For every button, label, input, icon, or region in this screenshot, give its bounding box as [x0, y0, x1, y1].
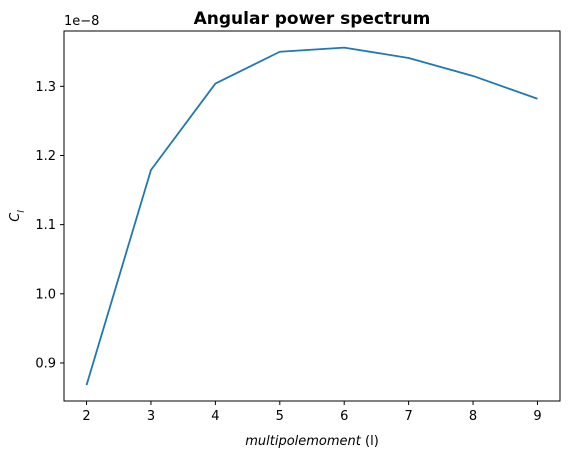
y-axis-label-subscript: l	[17, 210, 27, 213]
x-tick-label: 8	[469, 409, 477, 424]
x-tick-label: 9	[533, 409, 541, 424]
chart-title: Angular power spectrum	[194, 9, 431, 29]
x-tick-label: 4	[211, 409, 219, 424]
y-tick-label: 1.3	[35, 80, 56, 95]
y-tick-label: 1.1	[35, 218, 56, 233]
plot-area	[85, 46, 538, 386]
y-offset-text: 1e−8	[64, 14, 99, 29]
x-tick-label: 7	[404, 409, 412, 424]
x-tick-label: 6	[340, 409, 348, 424]
x-axis-label-italic: multipolemoment	[245, 434, 362, 449]
x-tick-label: 2	[82, 409, 90, 424]
y-axis-label: Cl	[8, 210, 27, 222]
y-tick-label: 1.0	[35, 287, 56, 302]
x-axis-label-unit: (l)	[361, 434, 379, 449]
series-line	[85, 46, 538, 386]
x-axis: 2 3 4 5 6 7 8 9	[82, 401, 542, 424]
y-tick-label: 1.2	[35, 149, 56, 164]
y-axis-label-symbol: C	[8, 212, 23, 222]
x-axis-label: multipolemoment (l)	[245, 434, 379, 449]
x-tick-label: 5	[276, 409, 284, 424]
axes-frame	[63, 30, 561, 402]
y-axis: 0.9 1.0 1.1 1.2 1.3	[35, 80, 64, 371]
x-tick-label: 3	[147, 409, 155, 424]
y-tick-label: 0.9	[35, 356, 56, 371]
